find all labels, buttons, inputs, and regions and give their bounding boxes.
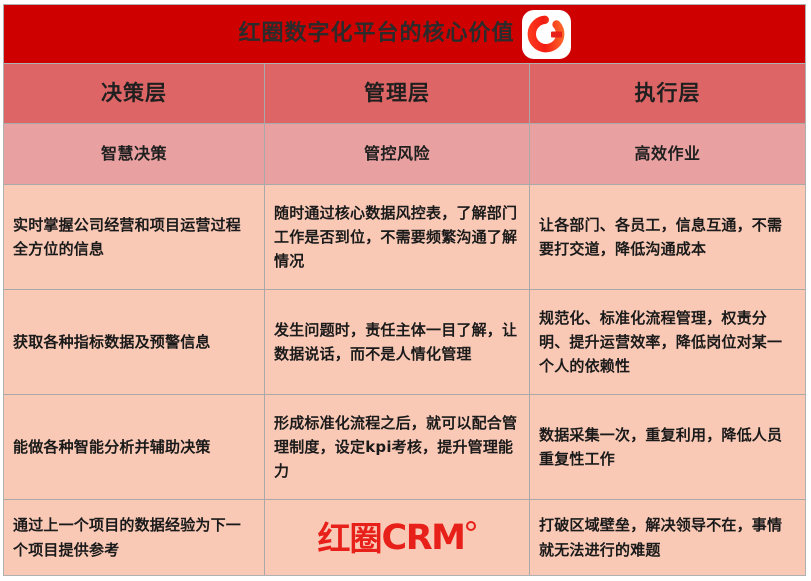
page-title: 红圈数字化平台的核心价值: [238, 21, 515, 46]
subheader-label: 高效作业: [634, 144, 701, 163]
brand-circle-icon: [466, 521, 477, 531]
cell-text: 实时掌握公司经营和项目运营过程全方位的信息: [13, 215, 242, 258]
table-title-bar: 红圈数字化平台的核心价值: [4, 5, 805, 64]
subheader-label: 智慧决策: [100, 144, 167, 163]
table-row: 能做各种智能分析并辅助决策 形成标准化流程之后，就可以配合管理制度，设定kpi考…: [4, 395, 805, 500]
table-cell: 打破区域壁垒，解决领导不在，事情就无法进行的难题: [530, 500, 805, 575]
hongquan-ring-logo-icon: [521, 9, 571, 59]
table-cell: 形成标准化流程之后，就可以配合管理制度，设定kpi考核，提升管理能力: [265, 395, 530, 499]
cell-text: 形成标准化流程之后，就可以配合管理制度，设定kpi考核，提升管理能力: [274, 413, 518, 481]
subheader-cell-smart-decision: 智慧决策: [4, 124, 265, 184]
cell-text: 随时通过核心数据风控表，了解部门工作是否到位，不需要频繁沟通了解情况: [274, 203, 518, 271]
hongquan-crm-wordmark: 红圈 CRM: [317, 518, 477, 558]
cell-text: 打破区域壁垒，解决领导不在，事情就无法进行的难题: [539, 516, 783, 559]
table-row: 实时掌握公司经营和项目运营过程全方位的信息 随时通过核心数据风控表，了解部门工作…: [4, 185, 805, 290]
table-cell: 通过上一个项目的数据经验为下一个项目提供参考: [4, 500, 265, 575]
cell-text: 让各部门、各员工，信息互通，不需要打交道，降低沟通成本: [539, 215, 783, 258]
table-cell: 能做各种智能分析并辅助决策: [4, 395, 265, 499]
subheader-cell-risk-control: 管控风险: [265, 124, 530, 184]
subheader-cell-efficient-ops: 高效作业: [530, 124, 805, 184]
cell-text: 获取各种指标数据及预警信息: [13, 332, 211, 351]
table-subheader-row: 智慧决策 管控风险 高效作业: [4, 124, 805, 185]
header-cell-decision: 决策层: [4, 64, 265, 123]
cell-text: 规范化、标准化流程管理，权责分明、提升运营效率，降低岗位对某一个人的依赖性: [539, 308, 783, 376]
table-cell: 数据采集一次，重复利用，降低人员重复性工作: [530, 395, 805, 499]
table-cell: 实时掌握公司经营和项目运营过程全方位的信息: [4, 185, 265, 289]
cell-text: 数据采集一次，重复利用，降低人员重复性工作: [539, 425, 783, 468]
table-cell: 获取各种指标数据及预警信息: [4, 290, 265, 394]
cell-text: 通过上一个项目的数据经验为下一个项目提供参考: [13, 516, 242, 559]
header-label: 执行层: [634, 81, 701, 105]
subheader-label: 管控风险: [363, 144, 430, 163]
header-cell-execution: 执行层: [530, 64, 805, 123]
brand-latin-text: CRM: [381, 518, 466, 558]
table-cell: 随时通过核心数据风控表，了解部门工作是否到位，不需要频繁沟通了解情况: [265, 185, 530, 289]
table-cell: 让各部门、各员工，信息互通，不需要打交道，降低沟通成本: [530, 185, 805, 289]
table-row: 通过上一个项目的数据经验为下一个项目提供参考 红圈 CRM 打破区域壁垒，解决领…: [4, 500, 805, 575]
table-header-row: 决策层 管理层 执行层: [4, 64, 805, 124]
cell-text: 发生问题时，责任主体一目了解，让数据说话，而不是人情化管理: [274, 320, 518, 363]
table-cell: 规范化、标准化流程管理，权责分明、提升运营效率，降低岗位对某一个人的依赖性: [530, 290, 805, 394]
table-cell: 发生问题时，责任主体一目了解，让数据说话，而不是人情化管理: [265, 290, 530, 394]
header-label: 决策层: [101, 81, 167, 105]
brand-chinese-text: 红圈: [317, 519, 383, 558]
cell-text: 能做各种智能分析并辅助决策: [13, 437, 211, 456]
header-cell-management: 管理层: [265, 64, 530, 123]
brand-wordmark-cell: 红圈 CRM: [265, 500, 530, 575]
header-label: 管理层: [364, 81, 430, 105]
value-matrix-table: 红圈数字化平台的核心价值 决策层 管理层 执行层: [3, 4, 806, 576]
table-row: 获取各种指标数据及预警信息 发生问题时，责任主体一目了解，让数据说话，而不是人情…: [4, 290, 805, 395]
